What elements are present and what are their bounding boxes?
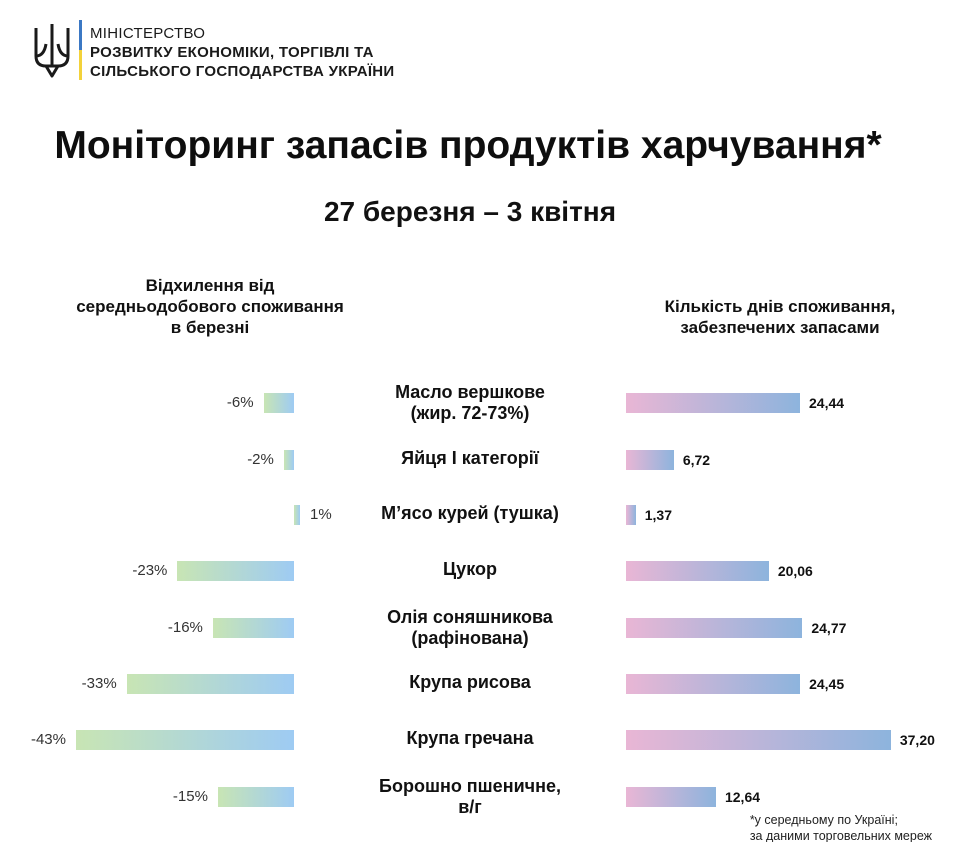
category-label: Крупа гречана: [340, 728, 600, 749]
days-label: 24,44: [809, 395, 845, 411]
days-label: 12,64: [724, 789, 761, 805]
category-line: Крупа гречана: [406, 727, 534, 748]
category-line: Крупа рисова: [409, 671, 531, 692]
days-label: 6,72: [682, 452, 711, 468]
category-label: Яйця І категорії: [340, 448, 600, 469]
days-bar: [626, 618, 803, 638]
page-subtitle: 27 березня – 3 квітня: [323, 196, 617, 227]
deviation-label: -6%: [226, 394, 254, 411]
footnote: *у середньому по Україні; за даними торг…: [750, 812, 932, 842]
category-line: Олія соняшникова: [387, 607, 553, 627]
days-label: 24,45: [809, 676, 845, 692]
deviation-bar: [212, 618, 294, 638]
category-line: Борошно пшеничне,: [379, 776, 561, 796]
deviation-label: -23%: [132, 562, 168, 579]
header-line: в березні: [170, 318, 250, 337]
ministry-line: РОЗВИТКУ ЕКОНОМІКИ, ТОРГІВЛІ ТА: [90, 44, 374, 61]
ministry-name: МІНІСТЕРСТВО РОЗВИТКУ ЕКОНОМІКИ, ТОРГІВЛ…: [90, 24, 394, 81]
deviation-bar: [75, 730, 294, 750]
days-label: 1,37: [644, 507, 672, 523]
header-line: Кількість днів споживання,: [664, 297, 896, 316]
days-bar: [626, 505, 636, 525]
ministry-line: СІЛЬСЬКОГО ГОСПОДАРСТВА УКРАЇНИ: [90, 63, 395, 80]
days-label: 20,06: [777, 563, 813, 579]
days-label: 24,77: [811, 620, 847, 636]
category-line: в/г: [458, 797, 482, 817]
category-label: Олія соняшникова (рафінована): [340, 607, 600, 649]
header-line: забезпечених запасами: [680, 318, 880, 337]
category-line: (рафінована): [411, 628, 529, 648]
footnote-line: *у середньому по Україні;: [749, 813, 898, 827]
deviation-label: -43%: [30, 731, 66, 748]
deviation-bar: [294, 505, 300, 525]
days-label: 37,20: [899, 732, 935, 748]
days-bar: [626, 730, 891, 750]
header-line: середньодобового споживання: [76, 297, 344, 316]
category-line: Масло вершкове: [395, 382, 545, 402]
logo-divider: [79, 20, 82, 80]
page-title: Моніторинг запасів продуктів харчування*: [54, 124, 882, 167]
category-label: Масло вершкове (жир. 72-73%): [340, 382, 600, 424]
days-bar: [626, 393, 800, 413]
deviation-bar: [177, 561, 294, 581]
category-line: М’ясо курей (тушка): [381, 502, 559, 523]
category-label: Крупа рисова: [340, 672, 600, 693]
days-bar: [626, 561, 769, 581]
deviation-label: -16%: [167, 619, 203, 636]
deviation-bar: [126, 674, 294, 694]
category-line: (жир. 72-73%): [410, 403, 530, 423]
deviation-label: -2%: [247, 451, 274, 468]
ministry-line: МІНІСТЕРСТВО: [90, 25, 206, 42]
deviation-bar: [283, 450, 294, 470]
category-label: Цукор: [340, 559, 600, 580]
days-bar: [626, 674, 801, 694]
header-line: Відхилення від: [145, 276, 275, 295]
category-label: Борошно пшеничне, в/г: [340, 776, 600, 818]
deviation-label: -33%: [81, 675, 117, 692]
days-bar: [626, 450, 674, 470]
deviation-label: -15%: [172, 788, 208, 805]
deviation-label: 1%: [310, 506, 332, 523]
category-line: Яйця І категорії: [401, 447, 539, 468]
category-line: Цукор: [443, 558, 497, 579]
footnote-line: за даними торговельних мереж: [749, 829, 932, 842]
trident-coat-of-arms-icon: [34, 24, 70, 78]
category-label: М’ясо курей (тушка): [340, 503, 600, 524]
days-bar: [626, 787, 716, 807]
left-series-header: Відхилення від середньодобового споживан…: [60, 275, 360, 338]
deviation-bar: [217, 787, 294, 807]
deviation-bar: [263, 393, 294, 413]
right-series-header: Кількість днів споживання, забезпечених …: [620, 296, 940, 338]
